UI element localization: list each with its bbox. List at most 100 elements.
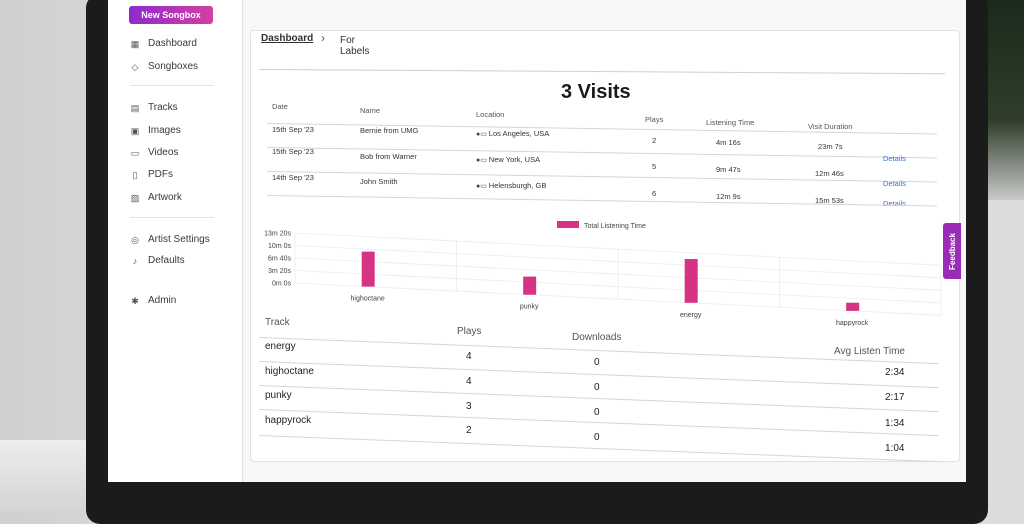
listening-time-chart: 13m 20s 10m 0s 6m 40s 3m 20s 0m 0s Total List… [264, 221, 942, 326]
apple-desktop-icon: ●▭ [476, 157, 489, 164]
new-songbox-button[interactable]: New Songbox [129, 6, 213, 24]
sidebar-item-label: Artwork [148, 192, 182, 203]
visit-duration: 12m 46s [815, 169, 844, 178]
col-header-date: Date [272, 102, 288, 111]
visit-duration: 23m 7s [818, 142, 843, 151]
track-plays: 3 [466, 401, 472, 412]
background-plant [985, 0, 1024, 200]
tool-icon: ♪ [132, 255, 138, 266]
feedback-tab[interactable]: Feedback [943, 223, 961, 279]
track-avg: 2:17 [885, 392, 905, 403]
desk-surface [0, 440, 90, 512]
sidebar-item-label: Dashboard [148, 38, 197, 49]
artwork-icon: ▨ [130, 192, 140, 203]
sidebar-item-artwork[interactable]: ▨ Artwork [130, 192, 182, 203]
y-tick-label: 6m 40s [268, 256, 291, 263]
y-tick-label: 3m 20s [268, 268, 291, 275]
bar-energy [684, 259, 698, 303]
track-plays: 4 [466, 376, 472, 387]
track-downloads: 0 [594, 357, 600, 368]
visit-plays: 6 [652, 189, 657, 198]
visit-location: ●▭ Los Angeles, USA [476, 129, 550, 138]
sidebar-item-videos[interactable]: ▭ Videos [130, 147, 179, 158]
track-avg: 1:04 [885, 443, 905, 454]
sidebar: New Songbox ▦ Dashboard ◇ Songboxes ▤ Tr… [108, 0, 243, 482]
x-tick-label: punky [520, 304, 539, 311]
visit-location: ●▭ New York, USA [476, 155, 541, 164]
sidebar-divider [130, 217, 214, 218]
col-header-listening: Listening Time [706, 118, 755, 127]
header-divider [258, 69, 945, 75]
col-header-track: Track [265, 317, 290, 328]
visit-duration: 15m 53s [815, 196, 844, 205]
sidebar-item-images[interactable]: ▣ Images [130, 125, 181, 136]
visit-plays: 2 [652, 136, 657, 145]
table-row: 15th Sep '23 Bob from Warner ●▭ New York… [265, 141, 945, 178]
table-row: 15th Sep '23 Bernie from UMG ●▭ Los Ange… [265, 121, 945, 151]
sidebar-item-label: Defaults [148, 255, 185, 266]
cube-icon: ◇ [131, 61, 139, 72]
visit-listening: 9m 47s [716, 165, 741, 174]
visit-listening: 4m 16s [716, 138, 741, 147]
apple-desktop-icon: ●▭ [476, 131, 489, 138]
sidebar-item-tracks[interactable]: ▤ Tracks [130, 102, 178, 113]
visit-date: 15th Sep '23 [272, 147, 314, 156]
y-tick-label: 13m 20s [264, 231, 291, 238]
chart-gridline [294, 232, 942, 266]
sidebar-item-label: Tracks [148, 102, 178, 113]
breadcrumb-dashboard-link[interactable]: Dashboard [261, 33, 314, 44]
visit-plays: 5 [652, 162, 657, 171]
sidebar-item-label: Admin [148, 295, 177, 306]
sidebar-item-artist-settings[interactable]: ◎ Artist Settings [130, 234, 210, 245]
sidebar-item-label: PDFs [148, 169, 173, 180]
bar-punky [523, 276, 537, 295]
col-header-avg: Avg Listen Time [834, 346, 905, 357]
track-avg: 1:34 [885, 418, 905, 429]
bar-happyrock [846, 302, 860, 311]
user-icon: ◎ [131, 234, 139, 245]
video-icon: ▭ [130, 147, 140, 158]
track-downloads: 0 [594, 382, 600, 393]
sidebar-item-label: Images [148, 125, 181, 136]
sidebar-item-songboxes[interactable]: ◇ Songboxes [130, 61, 199, 72]
sidebar-item-pdfs[interactable]: ▯ PDFs [130, 169, 173, 180]
visit-date: 14th Sep '23 [272, 173, 314, 182]
grid-icon: ▦ [130, 38, 140, 49]
visit-details-link[interactable]: Details [883, 179, 906, 188]
x-tick-label: energy [680, 312, 702, 319]
sidebar-item-label: Songboxes [148, 61, 199, 72]
col-header-downloads: Downloads [572, 332, 622, 343]
file-icon: ▯ [132, 169, 138, 180]
visit-name: Bob from Warner [360, 152, 417, 161]
sidebar-item-label: Artist Settings [148, 234, 210, 245]
chevron-right-icon: › [321, 31, 325, 45]
x-tick-label: happyrock [836, 320, 869, 326]
sidebar-item-dashboard[interactable]: ▦ Dashboard [130, 38, 197, 49]
col-header-plays: Plays [645, 115, 664, 124]
col-header-plays: Plays [457, 326, 482, 337]
visit-date: 15th Sep '23 [272, 125, 314, 134]
track-downloads: 0 [594, 407, 600, 418]
visit-details-link[interactable]: Details [883, 199, 906, 208]
bar-highoctane [361, 251, 375, 287]
col-header-name: Name [360, 106, 381, 115]
tracks-icon: ▤ [130, 102, 140, 113]
main-panel: Dashboard › For Labels 3 Visits Date Nam… [250, 30, 960, 463]
track-plays: 2 [466, 425, 472, 436]
legend-label: Total Listening Time [584, 223, 646, 230]
track-plays: 4 [466, 351, 472, 362]
image-icon: ▣ [130, 125, 140, 136]
visit-name: Bernie from UMG [360, 126, 419, 135]
track-name: happyrock [265, 415, 312, 426]
sidebar-item-label: Videos [148, 147, 179, 158]
col-header-duration: Visit Duration [808, 122, 853, 131]
gear-icon: ✱ [131, 295, 139, 306]
app-screen: New Songbox ▦ Dashboard ◇ Songboxes ▤ Tr… [108, 0, 966, 482]
visit-details-link[interactable]: Details [883, 154, 906, 163]
track-avg: 2:34 [885, 367, 905, 378]
visits-title: 3 Visits [561, 81, 631, 103]
visit-listening: 12m 9s [716, 192, 741, 201]
breadcrumb-current: For Labels [340, 35, 370, 57]
sidebar-item-defaults[interactable]: ♪ Defaults [130, 255, 185, 266]
sidebar-item-admin[interactable]: ✱ Admin [130, 295, 176, 306]
